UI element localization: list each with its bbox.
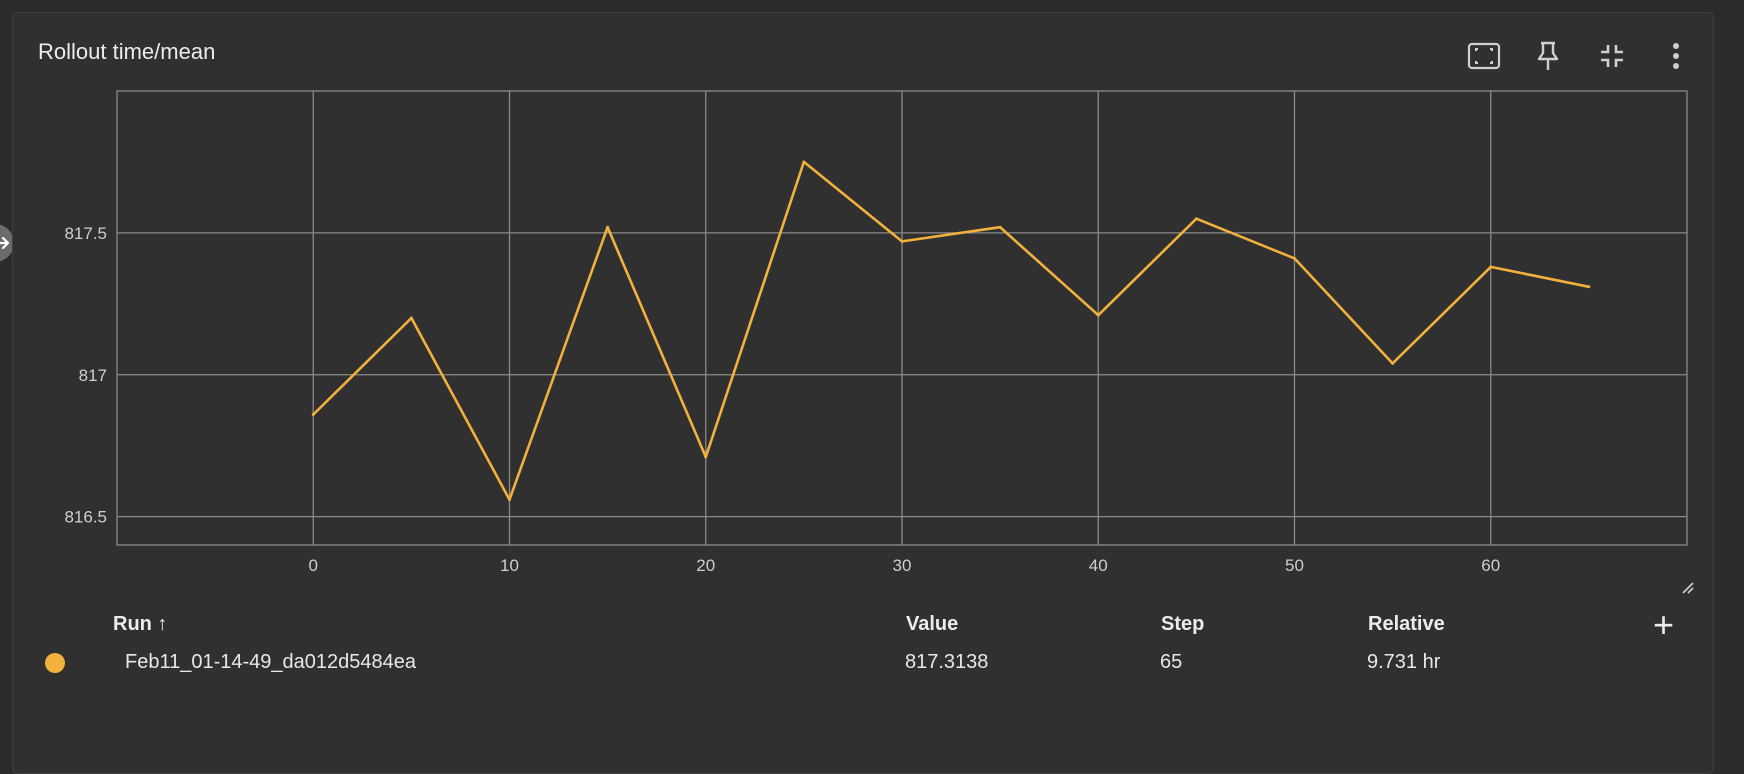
series-line[interactable] [312, 160, 1590, 501]
data-point [311, 412, 315, 416]
x-tick-label: 30 [893, 556, 912, 575]
data-point [704, 455, 708, 459]
chart-grid [116, 90, 1688, 546]
data-point [1391, 361, 1395, 365]
x-tick-label: 10 [500, 556, 519, 575]
fit-domain-button[interactable] [1467, 39, 1501, 73]
data-point [1194, 217, 1198, 221]
line-chart[interactable]: 816.5 817 817.5 0 10 20 30 40 50 60 [13, 13, 1713, 593]
card-toolbar [1467, 39, 1693, 73]
pin-button[interactable] [1531, 39, 1565, 73]
data-point [998, 225, 1002, 229]
data-point [802, 160, 806, 164]
y-tick-label: 817 [79, 366, 107, 385]
y-tick-label: 817.5 [64, 224, 107, 243]
collapse-icon [1601, 45, 1623, 67]
run-value: 817.3138 [905, 651, 989, 673]
card-title: Rollout time/mean [38, 39, 216, 64]
data-point [1587, 285, 1591, 289]
run-step: 65 [1160, 651, 1183, 673]
pin-icon [1537, 41, 1559, 70]
header-step[interactable]: Step [1161, 613, 1205, 635]
x-tick-label: 0 [309, 556, 318, 575]
sidebar-toggle-handle[interactable] [0, 224, 14, 262]
data-point [409, 316, 413, 320]
data-point [606, 225, 610, 229]
header-run[interactable]: Run ↑ [113, 613, 168, 635]
data-point [1096, 313, 1100, 317]
more-vert-icon [1673, 43, 1679, 69]
header-value[interactable]: Value [906, 613, 959, 635]
header-relative[interactable]: Relative [1368, 613, 1445, 635]
more-options-button[interactable] [1659, 39, 1693, 73]
run-relative: 9.731 hr [1367, 651, 1441, 673]
x-tick-label: 60 [1481, 556, 1500, 575]
run-color-dot[interactable] [45, 653, 65, 673]
x-axis-ticks: 0 10 20 30 40 50 60 [309, 556, 1501, 575]
data-point [1489, 265, 1493, 269]
x-tick-label: 50 [1285, 556, 1304, 575]
chart-series [311, 160, 1591, 502]
data-point [1293, 256, 1296, 260]
run-name: Feb11_01-14-49_da012d5484ea [125, 651, 417, 673]
collapse-button[interactable] [1595, 39, 1629, 73]
data-point [900, 239, 904, 243]
arrow-right-icon [0, 236, 10, 250]
fullscreen-icon [1467, 42, 1501, 70]
add-column-button[interactable]: + [1653, 604, 1675, 645]
x-tick-label: 40 [1089, 556, 1108, 575]
y-axis-ticks: 816.5 817 817.5 [64, 224, 107, 527]
y-tick-label: 816.5 [64, 508, 107, 527]
resize-handle-icon[interactable] [1679, 579, 1695, 595]
data-point [508, 498, 511, 502]
scalar-card: Rollout time/mean 816 [12, 12, 1714, 774]
x-tick-label: 20 [696, 556, 715, 575]
